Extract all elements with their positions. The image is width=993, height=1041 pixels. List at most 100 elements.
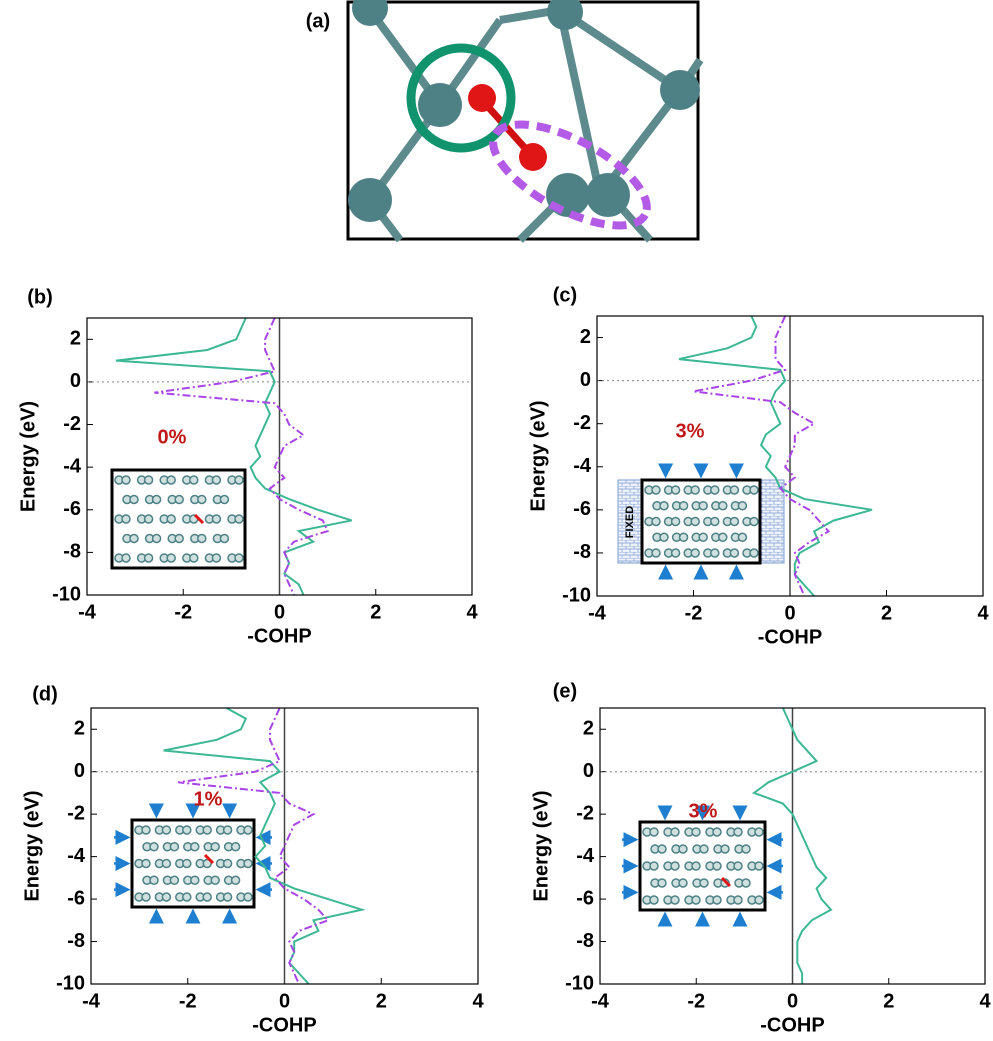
atom [175, 535, 183, 543]
oxygen [468, 84, 496, 112]
x-tick-label: 2 [883, 990, 894, 1012]
atom [142, 826, 150, 834]
atom [212, 476, 220, 484]
atom [167, 476, 175, 484]
x-tick-label: 4 [977, 602, 989, 624]
x-tick-label: -2 [174, 601, 192, 623]
inset-frame [112, 470, 245, 568]
x-axis-label: -COHP [247, 625, 311, 647]
x-axis-label: -COHP [760, 1014, 824, 1036]
wall [760, 480, 784, 563]
atom [145, 476, 153, 484]
atom [713, 828, 721, 836]
atom [734, 828, 742, 836]
y-tick-label: -2 [573, 412, 591, 434]
atom [203, 826, 211, 834]
y-tick-label: -2 [67, 802, 85, 824]
y-tick-label: -6 [573, 498, 591, 520]
atom [167, 554, 175, 562]
atom [742, 879, 750, 887]
y-tick-label: -2 [63, 413, 81, 435]
panel-label: (b) [27, 286, 53, 308]
atom [679, 845, 687, 853]
atom [650, 828, 658, 836]
atom [652, 518, 660, 526]
atom [711, 518, 719, 526]
atom [652, 486, 660, 494]
atom [713, 896, 721, 904]
atom [232, 876, 240, 884]
atom [191, 876, 199, 884]
panel-label: (d) [32, 683, 58, 705]
atom [734, 862, 742, 870]
atom [652, 549, 660, 557]
atom [755, 862, 763, 870]
atom [235, 515, 243, 523]
x-tick-label: 0 [274, 601, 285, 623]
y-tick-label: -6 [63, 498, 81, 520]
y-tick-label: 2 [580, 326, 591, 348]
panel-label: (e) [553, 680, 577, 702]
atom [162, 893, 170, 901]
atom [224, 893, 232, 901]
atom [150, 843, 158, 851]
y-tick-label: -6 [576, 887, 594, 909]
y-tick-label: -10 [56, 972, 85, 994]
atom [130, 535, 138, 543]
atom [211, 843, 219, 851]
atom [211, 876, 219, 884]
atom [691, 518, 699, 526]
y-tick-label: -10 [562, 584, 591, 606]
y-tick-label: 2 [583, 718, 594, 740]
atom [738, 502, 746, 510]
x-tick-label: 0 [787, 990, 798, 1012]
y-tick-label: 2 [74, 718, 85, 740]
atom [672, 518, 680, 526]
atom [212, 554, 220, 562]
y-tick-label: -10 [52, 583, 81, 605]
y-tick-label: 0 [74, 760, 85, 782]
y-tick-label: -8 [576, 930, 594, 952]
atom [713, 862, 721, 870]
atom [692, 828, 700, 836]
y-axis-label: Energy (eV) [527, 400, 549, 511]
atom [224, 826, 232, 834]
atom [122, 476, 130, 484]
atom [167, 515, 175, 523]
atom [224, 860, 232, 868]
atom [734, 896, 742, 904]
x-tick-label: 4 [472, 990, 484, 1012]
atom [711, 549, 719, 557]
atom [220, 496, 228, 504]
figure: (a) (b)-4-2024-10-8-6-4-202-COHPEnergy (… [0, 0, 993, 1036]
atom [191, 843, 199, 851]
atom [680, 502, 688, 510]
y-tick-label: -2 [576, 802, 594, 824]
y-tick-label: 0 [583, 760, 594, 782]
atom [721, 845, 729, 853]
x-tick-label: 2 [881, 602, 892, 624]
atom [142, 860, 150, 868]
atom [198, 535, 206, 543]
atom [699, 533, 707, 541]
atom [700, 879, 708, 887]
y-axis-label: Energy (eV) [530, 790, 552, 901]
x-tick-label: -2 [685, 602, 703, 624]
atom [672, 549, 680, 557]
atom [680, 533, 688, 541]
y-tick-label: 0 [70, 370, 81, 392]
annotation: 1% [194, 788, 223, 810]
annotation: 3% [676, 420, 705, 442]
atom [672, 486, 680, 494]
atom [183, 893, 191, 901]
atom [658, 879, 666, 887]
annotation: 0% [158, 426, 187, 448]
y-axis-label: Energy (eV) [21, 790, 43, 901]
atom [730, 549, 738, 557]
atom [142, 893, 150, 901]
y-tick-label: -4 [576, 845, 595, 867]
atom [220, 535, 228, 543]
atom [711, 486, 719, 494]
